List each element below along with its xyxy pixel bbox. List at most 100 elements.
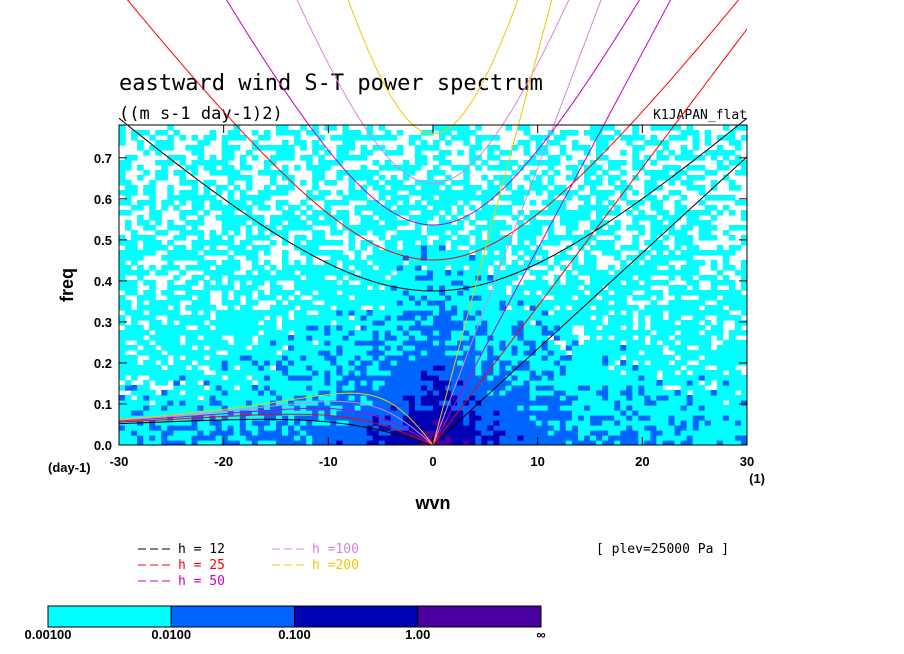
heat-cell — [596, 395, 603, 401]
heat-cell — [366, 365, 374, 371]
heat-cell — [680, 350, 688, 356]
heat-cell — [650, 125, 657, 131]
heat-cell — [276, 415, 283, 421]
heat-cell — [173, 350, 180, 356]
heat-cell — [155, 130, 162, 136]
heat-cell — [493, 240, 500, 246]
heat-cell — [257, 340, 265, 346]
heat-cell — [137, 330, 144, 336]
heat-cell — [590, 180, 597, 186]
heat-cell — [257, 245, 265, 251]
heat-cell — [414, 265, 422, 271]
heat-cell — [324, 190, 331, 196]
heat-cell — [529, 425, 537, 431]
heat-cell — [632, 390, 639, 396]
heat-cell — [402, 170, 410, 176]
heat-cell — [408, 415, 416, 421]
heat-cell — [650, 360, 657, 366]
heat-cell — [312, 435, 319, 441]
heat-cell — [439, 315, 446, 321]
heat-cell — [523, 310, 531, 316]
heat-cell — [330, 385, 337, 391]
heat-cell — [674, 125, 682, 131]
heat-cell — [161, 175, 168, 181]
heat-cell — [692, 370, 700, 376]
heat-cell — [336, 415, 343, 421]
heat-cell — [553, 435, 561, 441]
heat-cell — [559, 265, 567, 271]
heat-cell — [239, 195, 247, 201]
heat-cell — [131, 345, 138, 351]
heat-cell — [626, 330, 633, 336]
heat-cell — [227, 360, 235, 366]
heat-cell — [698, 390, 706, 396]
heat-cell — [590, 340, 597, 346]
heat-cell — [270, 420, 277, 426]
heat-cell — [251, 235, 259, 241]
heat-cell — [463, 290, 470, 296]
heat-cell — [288, 360, 295, 366]
heat-cell — [529, 250, 537, 256]
heat-cell — [602, 145, 609, 151]
heat-cell — [487, 250, 494, 256]
heat-cell — [408, 315, 416, 321]
heat-cell — [402, 235, 410, 241]
heat-cell — [710, 370, 718, 376]
heat-cell — [131, 310, 138, 316]
heat-cell — [469, 270, 476, 276]
heat-cell — [342, 355, 349, 361]
heat-cell — [420, 425, 428, 431]
heat-cell — [276, 230, 283, 236]
heat-cell — [245, 435, 253, 441]
heat-cell — [402, 440, 410, 445]
heat-cell — [239, 400, 247, 406]
heat-cell — [288, 180, 295, 186]
heat-cell — [602, 250, 609, 256]
heat-cell — [149, 210, 156, 216]
heat-cell — [427, 380, 434, 386]
heat-cell — [125, 400, 132, 406]
heat-cell — [704, 430, 712, 436]
heat-cell — [547, 300, 555, 306]
heat-cell — [559, 435, 567, 441]
heat-cell — [626, 325, 633, 331]
heat-cell — [312, 265, 319, 271]
heat-cell — [584, 295, 591, 301]
heat-cell — [632, 425, 639, 431]
heat-cell — [722, 425, 730, 431]
heat-cell — [656, 185, 663, 191]
heat-cell — [427, 410, 434, 416]
heat-cell — [505, 390, 513, 396]
heat-cell — [131, 230, 138, 236]
heat-cell — [276, 440, 283, 445]
heat-cell — [584, 365, 591, 371]
heat-cell — [602, 275, 609, 281]
heat-cell — [469, 355, 476, 361]
heat-cell — [680, 310, 688, 316]
heat-cell — [529, 295, 537, 301]
heat-cell — [336, 155, 343, 161]
heat-cell — [614, 350, 621, 356]
heat-cell — [396, 370, 404, 376]
heat-cell — [209, 355, 217, 361]
heat-cell — [348, 335, 356, 341]
heat-cell — [257, 425, 265, 431]
heat-cell — [288, 335, 295, 341]
heat-cell — [342, 400, 349, 406]
heat-cell — [239, 135, 247, 141]
heat-cell — [318, 400, 325, 406]
heat-cell — [245, 250, 253, 256]
heat-cell — [614, 290, 621, 296]
heat-cell — [553, 395, 561, 401]
heat-cell — [270, 180, 277, 186]
heat-cell — [197, 360, 205, 366]
heat-cell — [632, 190, 639, 196]
heat-cell — [263, 440, 271, 445]
heat-cell — [360, 400, 368, 406]
heat-cell — [143, 405, 150, 411]
heat-cell — [722, 410, 730, 416]
heat-cell — [620, 440, 627, 445]
heat-cell — [300, 145, 307, 151]
heat-cell — [185, 435, 192, 441]
heat-cell — [523, 395, 531, 401]
